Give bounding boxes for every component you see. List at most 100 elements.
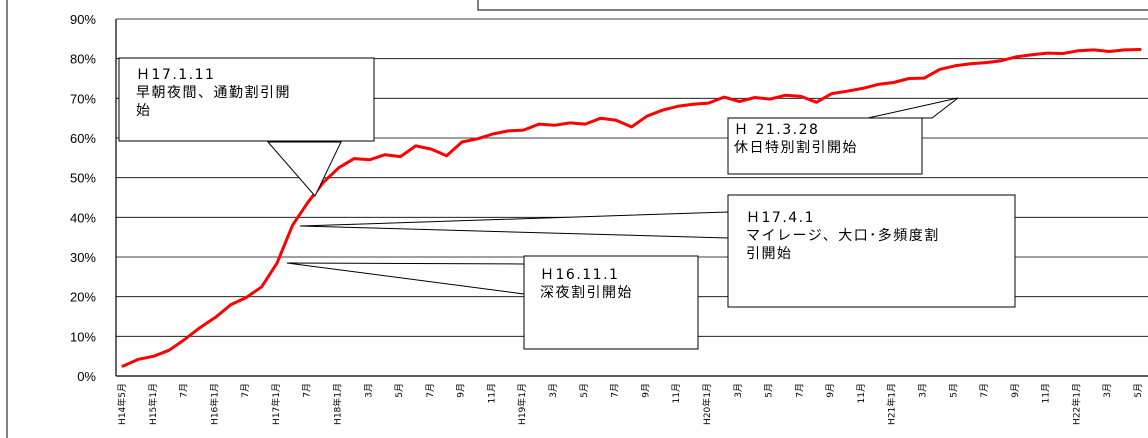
annotation-box: [727, 194, 1016, 308]
annotation-pointer: [266, 141, 342, 197]
x-tick-label: 5月: [764, 383, 775, 398]
data-point: [491, 132, 495, 136]
data-point: [322, 181, 325, 184]
series-layer: [121, 48, 1142, 368]
data-point: [414, 144, 417, 148]
data-point: [198, 326, 202, 329]
data-point: [460, 140, 464, 144]
data-point: [830, 92, 834, 95]
annotation-text: Ｈ17.1.11: [136, 67, 215, 83]
data-point: [1138, 48, 1142, 51]
data-point: [1123, 48, 1126, 52]
annotation-text: 休日特別割引開始: [734, 139, 858, 156]
data-point: [599, 116, 602, 120]
data-point: [1061, 52, 1065, 55]
data-point: [352, 157, 356, 160]
data-point: [676, 105, 679, 108]
x-tick-label: 11月: [671, 383, 682, 403]
data-point: [537, 122, 541, 126]
data-point: [306, 201, 310, 204]
x-tick-label: 7月: [794, 383, 805, 398]
data-point: [476, 137, 479, 140]
data-point: [861, 87, 864, 90]
data-point: [661, 109, 664, 112]
data-point: [784, 93, 787, 97]
y-tick-label: 10%: [70, 329, 96, 344]
data-point: [630, 125, 633, 129]
x-tick-label: 7月: [425, 383, 436, 398]
y-tick-label: 80%: [70, 52, 96, 67]
data-point: [522, 128, 525, 132]
data-point: [1077, 49, 1080, 52]
x-tick-label: 11月: [856, 383, 867, 403]
annotation-text: Ｈ 21.3.28: [734, 122, 819, 138]
data-point: [923, 76, 926, 80]
data-point: [1015, 55, 1018, 58]
x-tick-label: H20年1月: [701, 383, 713, 425]
x-tick-label: 5月: [579, 383, 590, 398]
x-tick-label: H21年1月: [886, 383, 898, 425]
x-tick-label: H18年1月: [332, 383, 344, 425]
data-point: [214, 316, 217, 319]
annotation-pointer: [867, 97, 959, 119]
y-tick-label: 40%: [70, 210, 96, 225]
annotation-pointer: [299, 211, 729, 239]
annotation-text: Ｈ17.4.1: [746, 210, 815, 226]
data-point: [1000, 59, 1003, 62]
x-tick-label: 3月: [548, 383, 559, 398]
data-point: [907, 77, 911, 80]
x-tick-label: 3月: [733, 383, 744, 398]
annotation-text: 早朝夜間、通勤割引開: [136, 84, 291, 101]
data-point: [383, 153, 387, 156]
data-point: [1046, 51, 1049, 55]
x-tick-label: 7月: [979, 383, 990, 398]
x-tick-label: 7月: [240, 383, 251, 398]
x-tick-label: 5月: [1133, 383, 1144, 398]
x-tick-label: 9月: [825, 383, 836, 398]
data-point: [399, 155, 402, 158]
data-point: [337, 166, 340, 169]
annotation-text: 引開始: [746, 246, 793, 262]
x-tick-label: 5月: [394, 383, 405, 398]
data-point: [892, 81, 895, 84]
data-point: [275, 261, 279, 265]
data-point: [245, 296, 248, 299]
data-point: [1030, 53, 1034, 56]
x-tick-label: 9月: [456, 383, 467, 398]
x-tick-label: 3月: [917, 383, 928, 398]
data-point: [507, 129, 510, 133]
x-tick-label: H19年1月: [516, 383, 528, 425]
y-tick-label: 0%: [77, 369, 96, 384]
data-point: [738, 100, 741, 103]
data-point: [1107, 50, 1111, 53]
y-tick-label: 70%: [70, 91, 96, 106]
annotation-box: [118, 57, 375, 142]
x-tick-label: 3月: [363, 383, 374, 398]
x-tick-label: H16年1月: [208, 383, 220, 425]
x-tick-label: 11月: [1041, 383, 1052, 403]
x-tick-label: H22年1月: [1070, 383, 1082, 425]
data-point: [260, 285, 263, 288]
data-point: [183, 338, 186, 341]
x-tick-label: H17年1月: [270, 383, 282, 425]
data-point: [229, 303, 233, 306]
annotation-text: 深夜割引開始: [540, 284, 633, 301]
data-point: [584, 122, 587, 126]
x-tick-label: 7月: [610, 383, 621, 398]
x-tick-label: 7月: [179, 383, 190, 398]
axes: [6, 0, 1148, 438]
y-tick-label: 90%: [70, 12, 96, 27]
data-point: [691, 103, 695, 106]
x-tick-label: 5月: [948, 383, 959, 398]
annotation-text: 始: [136, 103, 152, 119]
data-point: [707, 101, 710, 105]
data-point: [846, 89, 849, 93]
data-point: [876, 83, 880, 86]
data-point: [768, 97, 772, 101]
annotation-text: マイレージ、大口･多頻度割: [746, 227, 940, 244]
annotation-text: Ｈ16.11.1: [540, 267, 619, 283]
y-tick-label: 20%: [70, 290, 96, 305]
